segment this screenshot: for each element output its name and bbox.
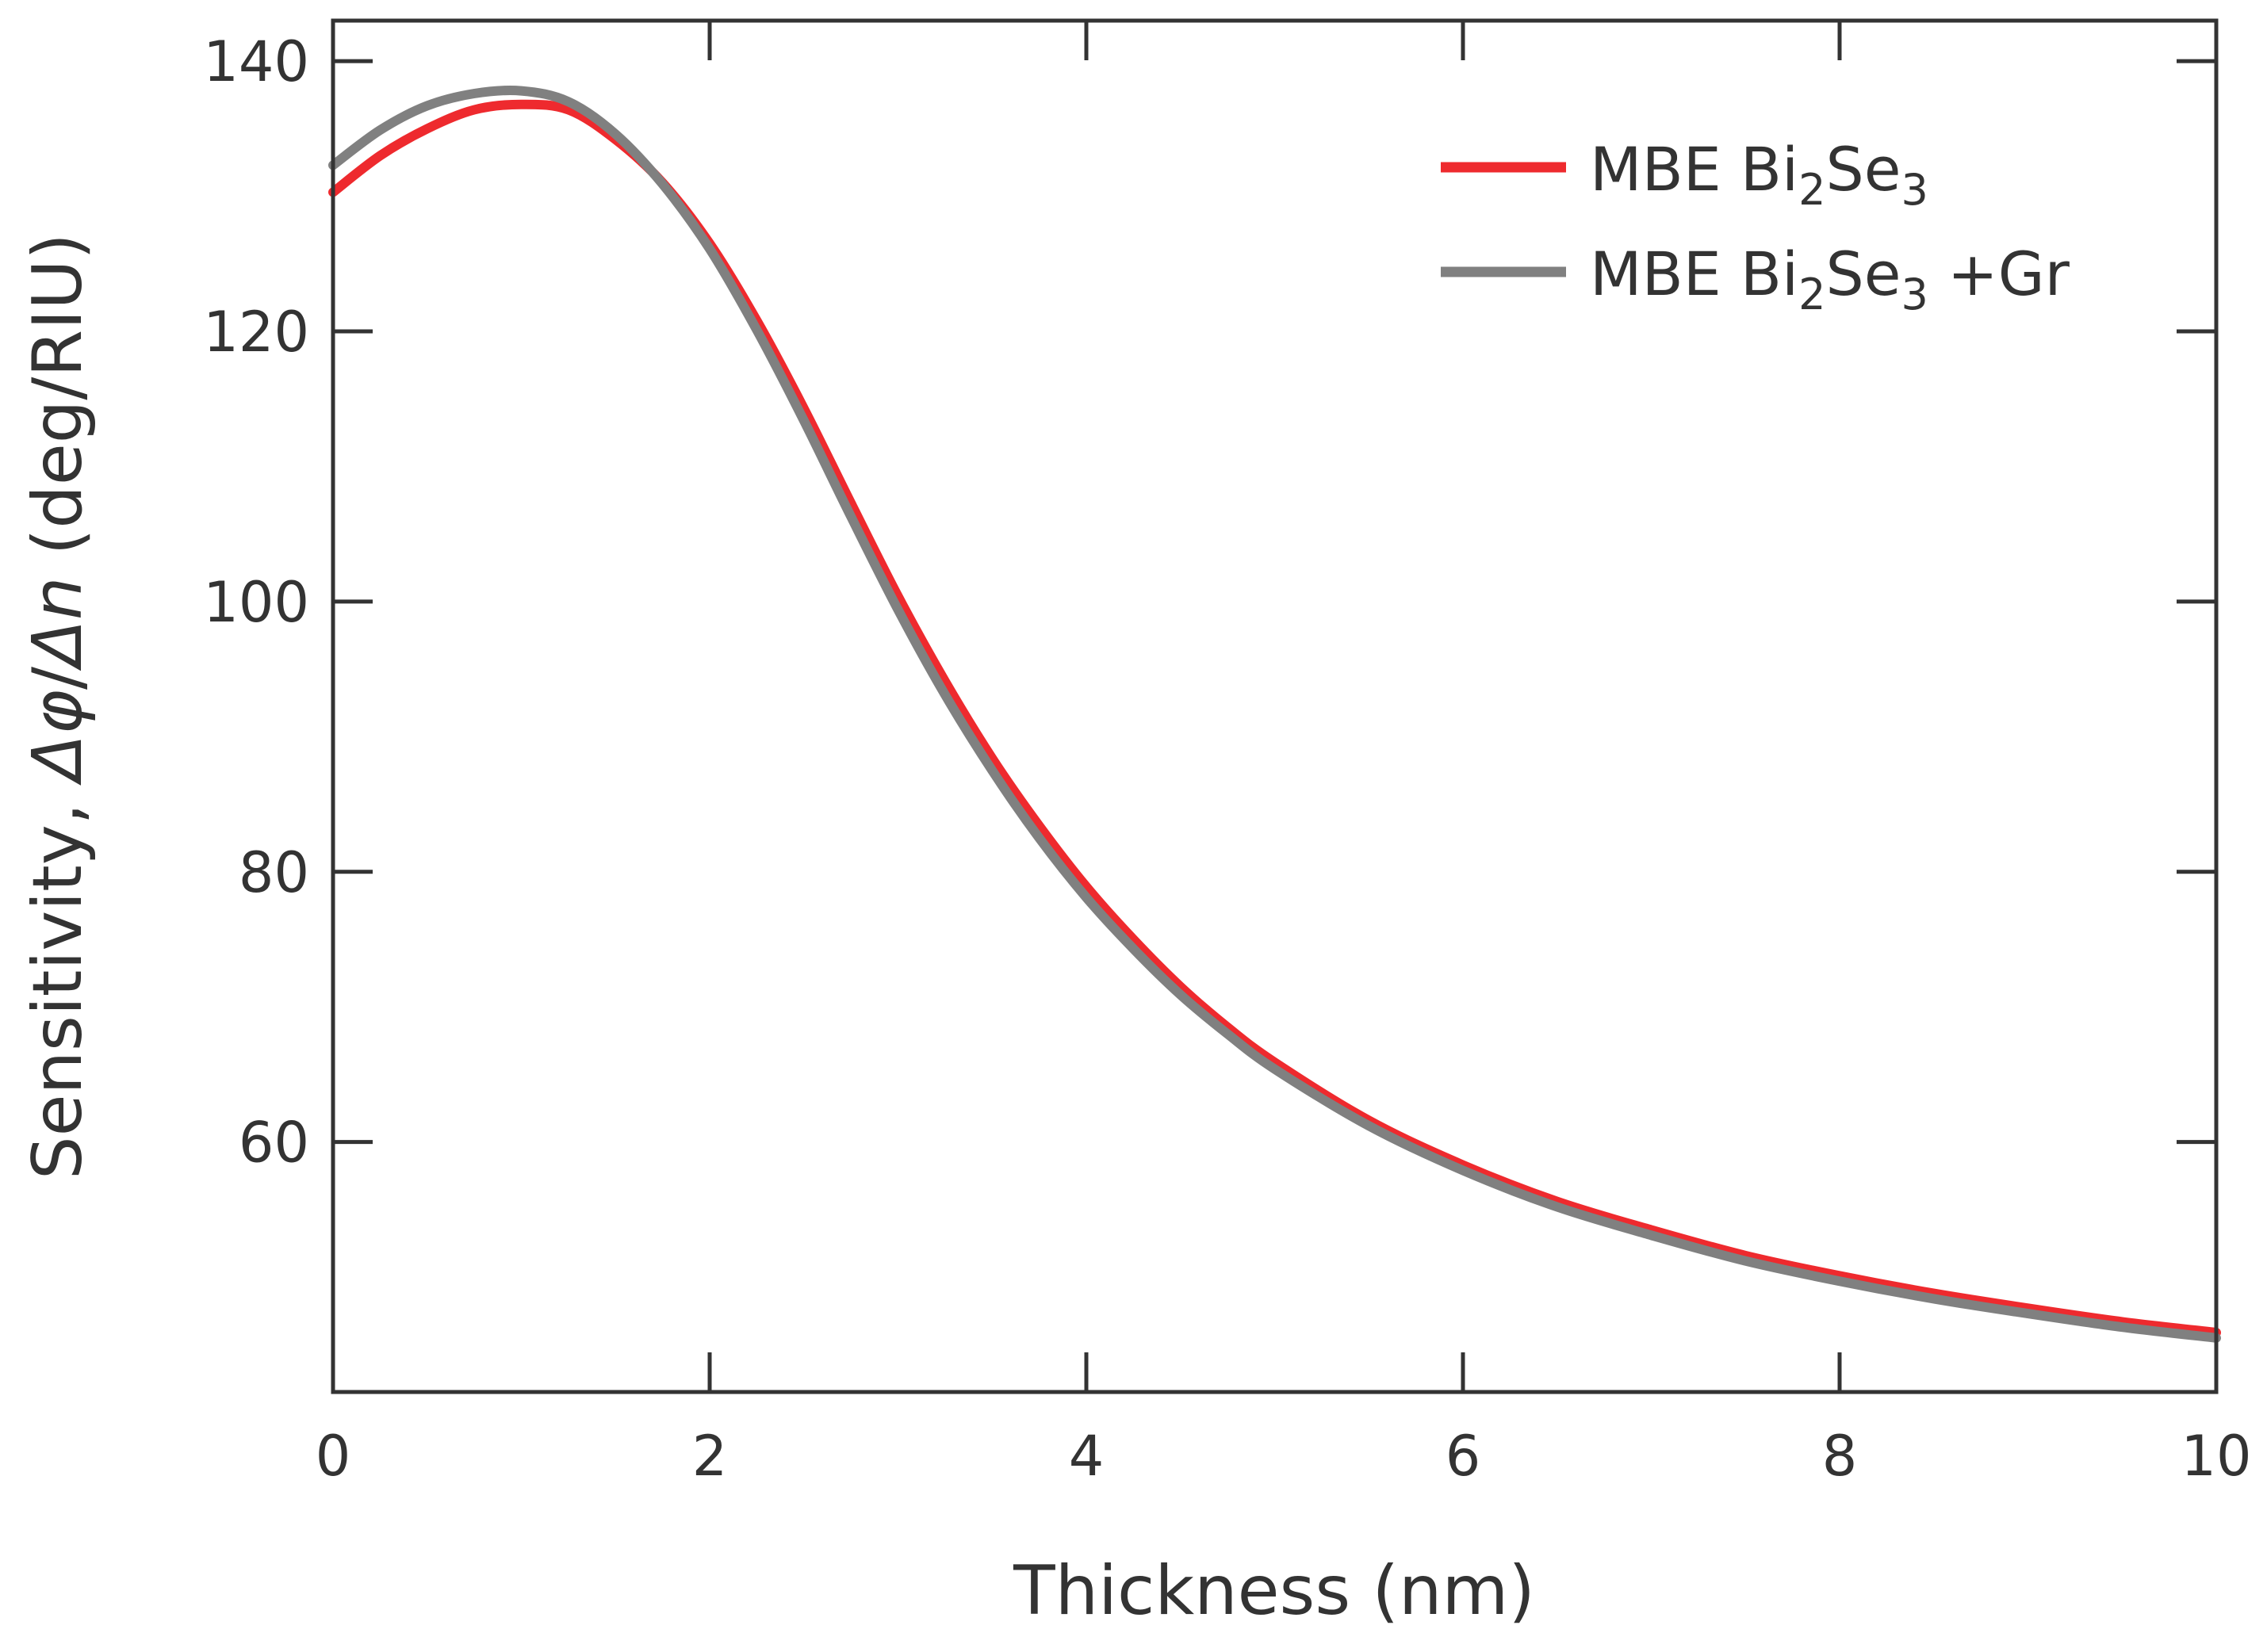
legend-label-mbe-bi2se3-gr: MBE Bi2Se3 +Gr — [1590, 239, 2070, 319]
x-tick-label-0: 0 — [316, 1424, 351, 1489]
x-tick-label-3: 6 — [1446, 1424, 1481, 1489]
x-tick-label-5: 10 — [2181, 1424, 2251, 1489]
plot-frame — [331, 18, 2219, 1394]
series-line-1 — [328, 85, 2221, 1343]
legend: MBE Bi2Se3 MBE Bi2Se3 +Gr — [1441, 134, 2070, 319]
labels-layer: 0 2 4 6 8 10 60 80 100 120 140 — [203, 29, 2251, 1489]
y-tick-label-0: 60 — [239, 1111, 309, 1176]
x-axis-title: Thickness (nm) — [1013, 1551, 1535, 1631]
y-axis-title: Sensitivity, Δφ/Δn (deg/RIU) — [18, 233, 98, 1180]
series-layer — [328, 85, 2221, 1343]
y-tick-label-3: 120 — [203, 300, 309, 365]
x-tick-label-4: 8 — [1822, 1424, 1858, 1489]
y-tick-label-1: 80 — [239, 840, 309, 905]
x-tick-label-1: 2 — [692, 1424, 728, 1489]
y-tick-label-2: 100 — [203, 570, 309, 635]
x-tick-label-2: 4 — [1069, 1424, 1105, 1489]
y-tick-label-4: 140 — [203, 29, 309, 94]
ticks-layer — [331, 21, 2219, 1392]
legend-label-mbe-bi2se3: MBE Bi2Se3 — [1590, 134, 1928, 215]
